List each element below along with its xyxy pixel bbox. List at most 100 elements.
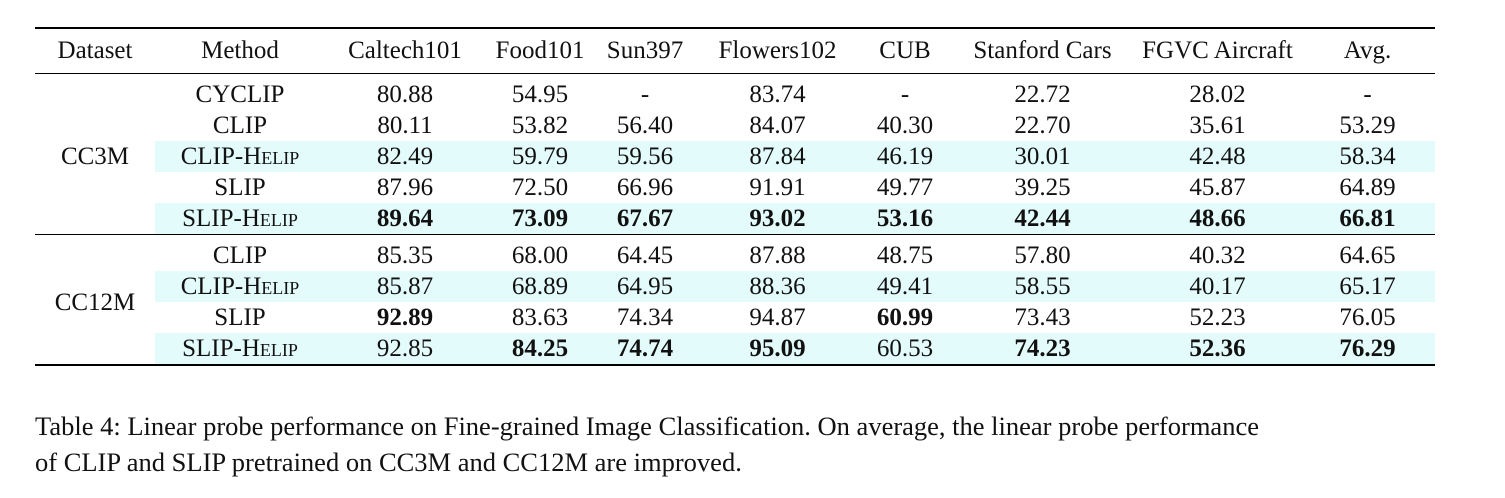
value-cell: 87.88 [749, 242, 806, 269]
value-cell: 76.05 [1339, 304, 1396, 331]
value-cell: - [1363, 81, 1372, 108]
value-cell: 66.96 [616, 174, 674, 201]
method-name-suffix: elip [261, 143, 300, 170]
value-cell: 22.70 [1014, 112, 1071, 139]
value-cell: 64.89 [1339, 174, 1396, 201]
value-cell: 84.25 [485, 333, 595, 365]
value-cell: 92.89 [376, 304, 434, 331]
value-cell: 64.45 [616, 242, 674, 269]
value-cell: 46.19 [860, 141, 950, 172]
value-cell: 67.67 [595, 203, 695, 235]
value-cell: 72.50 [511, 174, 569, 201]
value-cell: 80.11 [377, 112, 433, 139]
dataset-cell: CC12M [54, 288, 136, 316]
value-cell: 85.87 [325, 271, 485, 302]
value-cell: 89.64 [325, 203, 485, 235]
value-cell: 22.72 [1014, 81, 1071, 108]
value-cell: 66.81 [1300, 203, 1435, 235]
caption-line-2: of CLIP and SLIP pretrained on CC3M and … [35, 447, 742, 477]
value-cell: 65.17 [1300, 271, 1435, 302]
header-flowers102: Flowers102 [718, 37, 837, 64]
header-dataset: Dataset [57, 37, 133, 64]
header-food101: Food101 [495, 37, 585, 64]
header-avg: Avg. [1343, 37, 1392, 64]
value-cell: 59.79 [485, 141, 595, 172]
value-cell: 83.74 [749, 81, 806, 108]
value-cell: 40.32 [1189, 242, 1246, 269]
value-cell: 87.84 [695, 141, 860, 172]
table-caption: Table 4: Linear probe performance on Fin… [35, 408, 1455, 480]
value-cell: 92.85 [325, 333, 485, 365]
value-cell: 53.16 [860, 203, 950, 235]
value-cell: 68.89 [485, 271, 595, 302]
value-cell: 58.34 [1300, 141, 1435, 172]
value-cell: 58.55 [950, 271, 1135, 302]
value-cell: 39.25 [1014, 174, 1071, 201]
method-cell: CYCLIP [155, 74, 325, 111]
method-name: SLIP-H [182, 335, 260, 362]
value-cell: 68.00 [511, 242, 569, 269]
value-cell: 49.77 [876, 174, 934, 201]
table-row: SLIP 87.96 72.50 66.96 91.91 49.77 39.25 45.87 6… [35, 172, 1435, 203]
method-cell: SLIP-Helip [155, 203, 325, 235]
value-cell: 40.30 [876, 112, 934, 139]
table-row: SLIP-Helip 92.85 84.25 74.74 95.09 60.53 74.23… [35, 333, 1435, 365]
value-cell: 52.23 [1189, 304, 1246, 331]
method-name: CLIP-H [180, 143, 262, 170]
value-cell: 49.41 [860, 271, 950, 302]
value-cell: 53.82 [511, 112, 569, 139]
value-cell: 54.95 [511, 81, 569, 108]
method-cell: SLIP-Helip [155, 333, 325, 365]
value-cell: 82.49 [325, 141, 485, 172]
value-cell: 60.53 [860, 333, 950, 365]
value-cell: 28.02 [1189, 81, 1246, 108]
value-cell: 76.29 [1300, 333, 1435, 365]
value-cell: 42.48 [1135, 141, 1300, 172]
method-name-suffix: elip [259, 335, 298, 362]
method-name: CLIP [212, 242, 268, 269]
value-cell: 84.07 [749, 112, 806, 139]
header-cub: CUB [879, 37, 931, 64]
method-cell: SLIP [155, 302, 325, 333]
value-cell: 74.23 [950, 333, 1135, 365]
value-cell: 85.35 [376, 242, 434, 269]
value-cell: 48.66 [1135, 203, 1300, 235]
method-cell: CLIP [155, 110, 325, 141]
table-row: CLIP-Helip 82.49 59.79 59.56 87.84 46.19 30.01… [35, 141, 1435, 172]
header-stanford-cars: Stanford Cars [973, 37, 1112, 64]
value-cell: 35.61 [1189, 112, 1246, 139]
table-body: CC3M CYCLIP 80.88 54.95-83.74-22.72 28.02- CL… [35, 73, 1435, 365]
table-row: SLIP-Helip 89.64 73.09 67.67 93.02 53.16 42.44… [35, 203, 1435, 235]
value-cell: 74.34 [616, 304, 674, 331]
value-cell: 93.02 [695, 203, 860, 235]
value-cell: 87.96 [376, 174, 434, 201]
value-cell: 88.36 [695, 271, 860, 302]
table-row: CLIP-Helip 85.87 68.89 64.95 88.36 49.41 58.55… [35, 271, 1435, 302]
value-cell: 80.88 [376, 81, 434, 108]
value-cell: 45.87 [1189, 174, 1246, 201]
method-cell: CLIP [155, 235, 325, 272]
method-name-suffix: elip [259, 205, 298, 232]
value-cell: 73.09 [485, 203, 595, 235]
table-row: CC12M CLIP 85.35 68.00 64.45 87.88 48.75 57.80 4… [35, 234, 1435, 316]
dataset-cell: CC3M [60, 143, 130, 170]
header-sun397: Sun397 [606, 37, 684, 64]
value-cell: 57.80 [1014, 242, 1071, 269]
value-cell: 64.65 [1339, 242, 1396, 269]
value-cell: 59.56 [595, 141, 695, 172]
value-cell: 91.91 [749, 174, 806, 201]
header-fgvc-aircraft: FGVC Aircraft [1142, 37, 1293, 64]
value-cell: 74.74 [595, 333, 695, 365]
value-cell: 48.75 [876, 242, 934, 269]
table-row: CLIP 80.11 53.82 56.40 84.07 40.30 22.70 35.61 5… [35, 110, 1435, 141]
value-cell: 56.40 [616, 112, 674, 139]
value-cell: 53.29 [1339, 112, 1396, 139]
method-cell: CLIP-Helip [155, 141, 325, 172]
method-name: SLIP-H [182, 205, 260, 232]
method-name: CLIP [212, 112, 268, 139]
caption-line-1: Table 4: Linear probe performance on Fin… [35, 411, 1259, 441]
table-row: SLIP 92.89 83.63 74.34 94.87 60.99 73.43 52.23 7… [35, 302, 1435, 333]
value-cell: 42.44 [950, 203, 1135, 235]
value-cell: 73.43 [1014, 304, 1071, 331]
value-cell: 52.36 [1135, 333, 1300, 365]
